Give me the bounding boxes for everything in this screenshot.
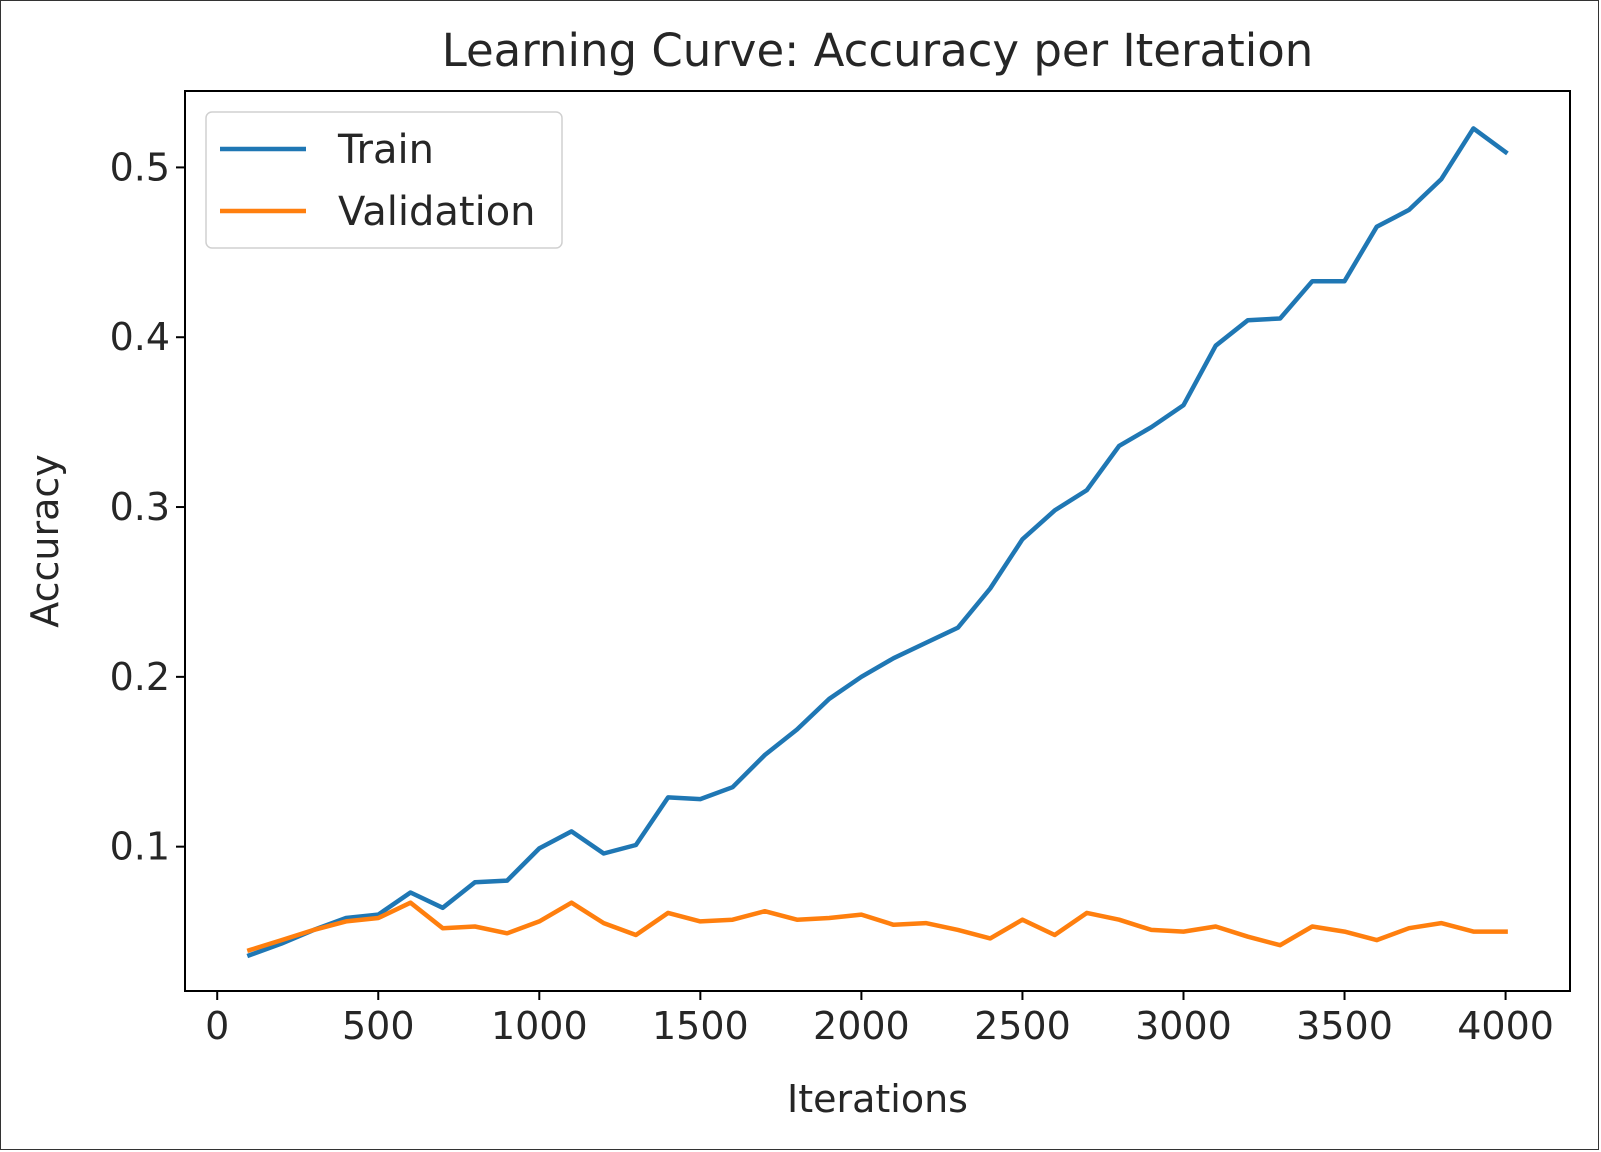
- y-tick-label: 0.5: [110, 145, 170, 189]
- x-tick-label: 4000: [1457, 1004, 1554, 1048]
- x-tick-label: 1500: [652, 1004, 749, 1048]
- legend: Train Validation: [205, 111, 563, 249]
- x-tick-label: 2000: [813, 1004, 910, 1048]
- x-tick-label: 3500: [1296, 1004, 1393, 1048]
- x-tick-label: 0: [205, 1004, 229, 1048]
- x-tick-label: 500: [342, 1004, 415, 1048]
- series-line-train: [246, 126, 1509, 959]
- x-axis-title: Iterations: [787, 1077, 968, 1121]
- legend-entries: Train Validation: [220, 127, 536, 235]
- y-tick-label: 0.4: [110, 315, 170, 359]
- x-tick-label: 2500: [974, 1004, 1071, 1048]
- y-tick-label: 0.1: [110, 825, 170, 869]
- y-tick-label: 0.2: [110, 655, 170, 699]
- axis-ticks: 0 500 1000 1500 2000 2500 3000 3500 4000 0.1 0.2 0.…: [110, 145, 1554, 1048]
- x-tick-label: 1000: [491, 1004, 588, 1048]
- plot-area-frame: [184, 90, 1571, 992]
- plot-lines: [246, 126, 1509, 959]
- y-axis-title: Accuracy: [23, 454, 67, 628]
- legend-box: [205, 111, 563, 249]
- series-line-validation: [246, 900, 1508, 954]
- legend-label-validation: Validation: [338, 189, 536, 235]
- legend-label-train: Train: [337, 127, 434, 173]
- chart-title: Learning Curve: Accuracy per Iteration: [442, 24, 1314, 77]
- y-tick-label: 0.3: [110, 485, 170, 529]
- x-tick-label: 3000: [1135, 1004, 1232, 1048]
